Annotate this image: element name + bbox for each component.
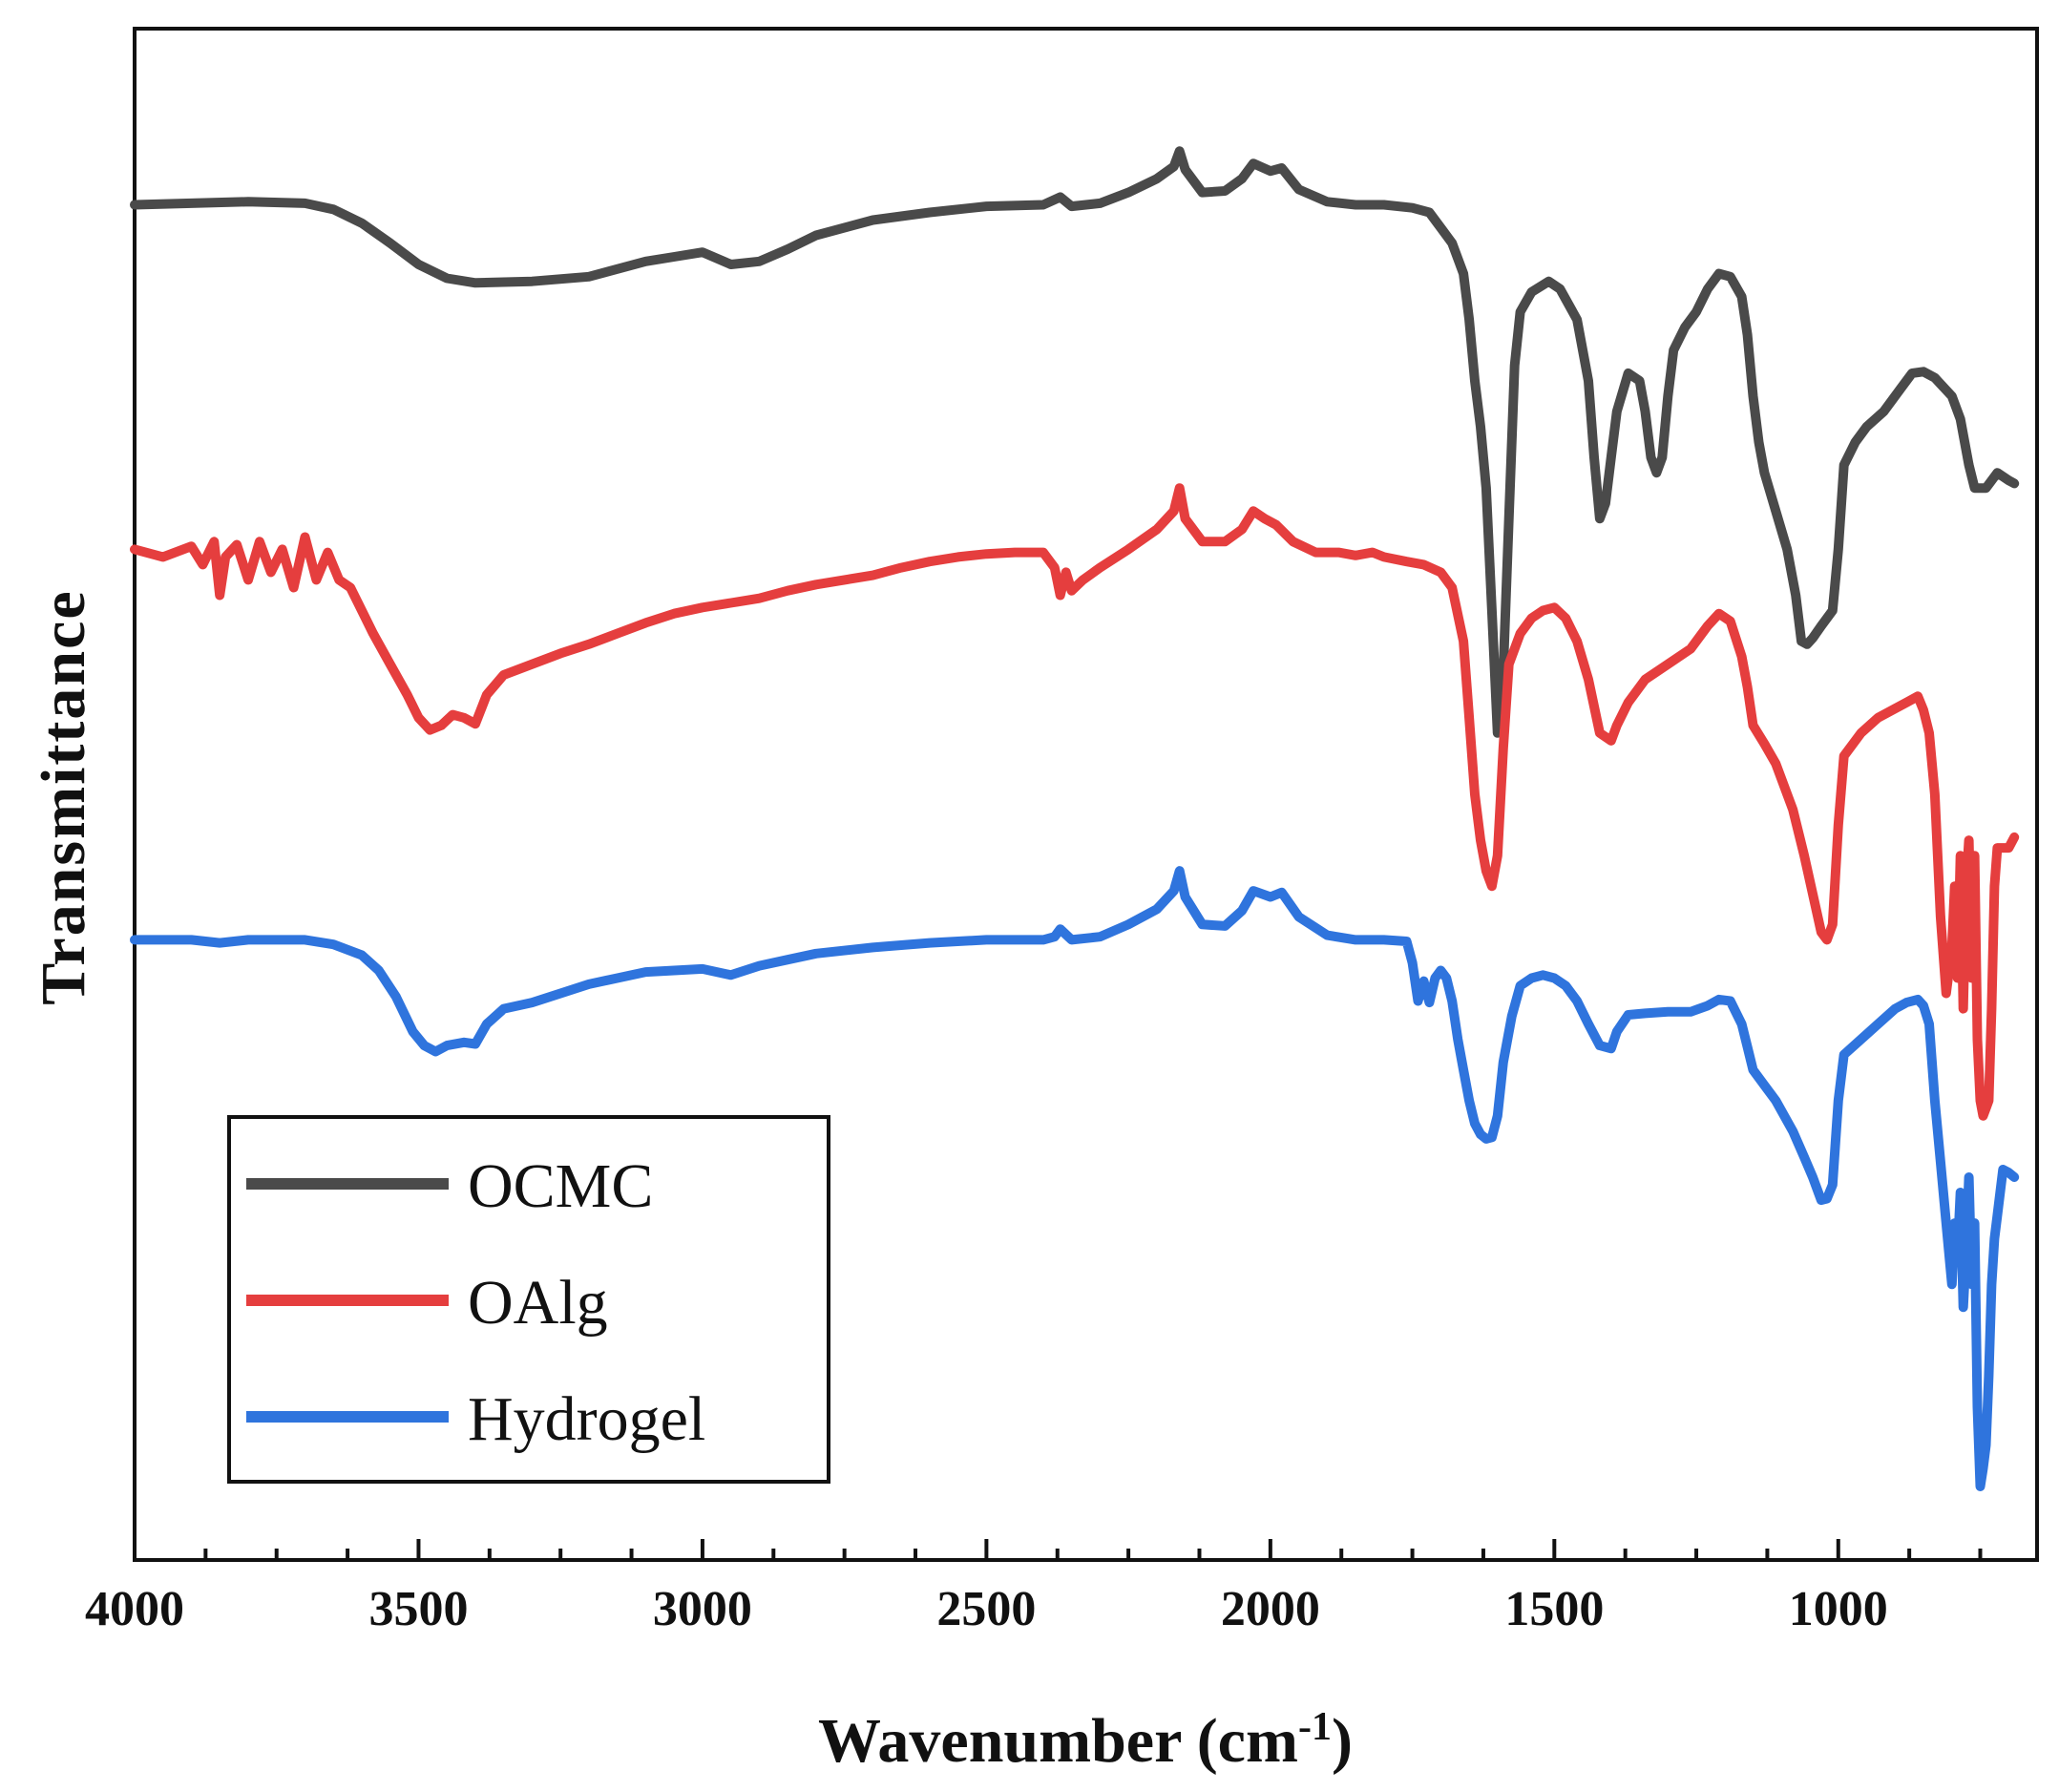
legend: OCMC OAlg Hydrogel bbox=[227, 1115, 830, 1484]
x-tick-label: 4000 bbox=[85, 1582, 184, 1636]
x-tick-label: 1000 bbox=[1789, 1582, 1888, 1636]
x-tick-label: 3000 bbox=[653, 1582, 752, 1636]
x-axis-title-superscript: -1 bbox=[1298, 1705, 1332, 1749]
y-axis-title: Transmittance bbox=[29, 589, 98, 1004]
legend-label-oalg: OAlg bbox=[468, 1268, 608, 1338]
x-tick-label: 3500 bbox=[368, 1582, 468, 1636]
legend-label-hydrogel: Hydrogel bbox=[468, 1384, 705, 1454]
legend-label-ocmc: OCMC bbox=[468, 1151, 653, 1221]
x-axis-title: Wavenumber (cm-1) bbox=[818, 1705, 1353, 1776]
x-tick-label: 2000 bbox=[1221, 1582, 1320, 1636]
plot-frame bbox=[133, 27, 2039, 1562]
x-tick-label: 1500 bbox=[1504, 1582, 1604, 1636]
x-tick-label: 2500 bbox=[936, 1582, 1036, 1636]
x-axis-ticks: 4000 3500 3000 2500 2000 1500 1000 bbox=[85, 1539, 1983, 1636]
series-layer bbox=[130, 146, 2020, 1491]
series-line-hydrogel bbox=[130, 866, 2020, 1491]
x-axis-title-main: Wavenumber (cm bbox=[818, 1706, 1298, 1776]
series-line-ocmc bbox=[130, 146, 2020, 738]
x-axis-title-suffix: ) bbox=[1332, 1706, 1353, 1776]
series-line-oalg bbox=[130, 483, 2020, 1121]
